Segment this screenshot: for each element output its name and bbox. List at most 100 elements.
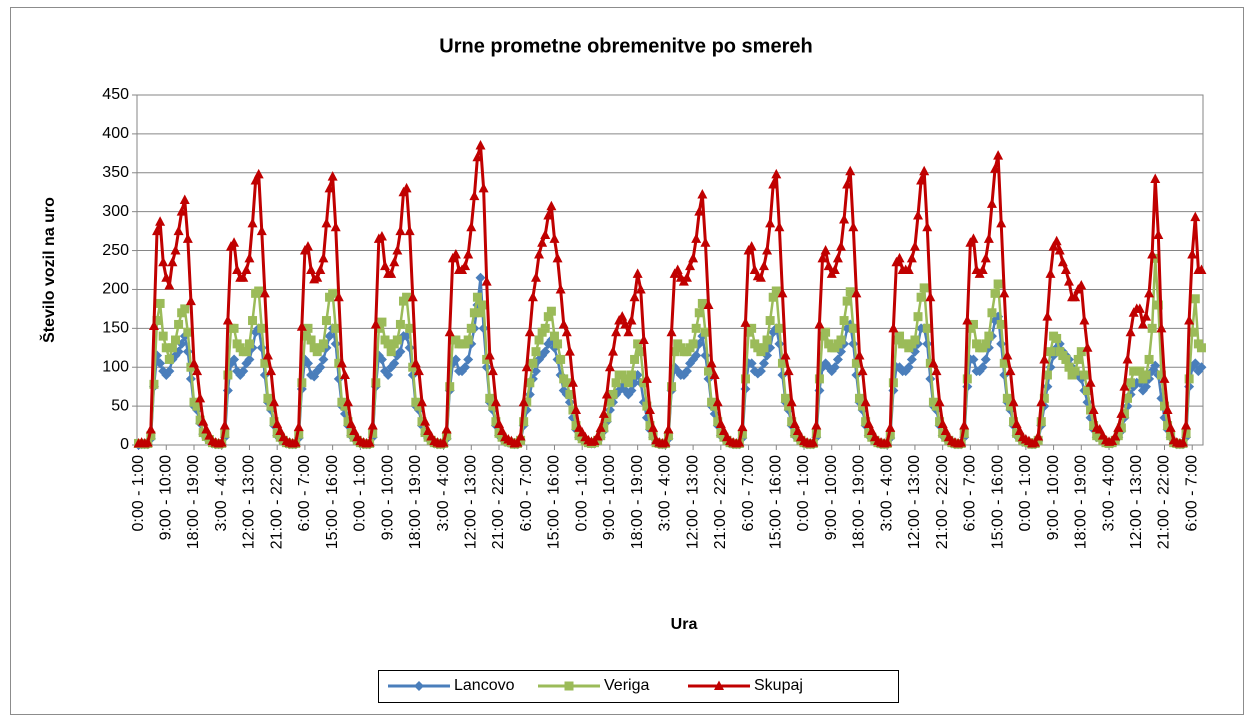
marker xyxy=(290,437,301,447)
marker xyxy=(611,326,622,337)
marker xyxy=(906,354,917,365)
marker xyxy=(740,374,750,384)
marker xyxy=(1156,322,1167,333)
marker xyxy=(848,323,858,333)
marker xyxy=(629,291,640,302)
marker xyxy=(1162,404,1173,414)
marker xyxy=(269,396,280,407)
marker xyxy=(842,178,853,189)
marker xyxy=(293,421,304,432)
marker xyxy=(642,401,652,411)
marker xyxy=(571,404,582,414)
marker xyxy=(715,418,726,428)
marker xyxy=(774,323,784,333)
marker xyxy=(1156,370,1166,380)
marker xyxy=(367,420,378,430)
marker xyxy=(302,241,313,251)
marker xyxy=(371,378,381,388)
marker xyxy=(562,378,572,388)
marker xyxy=(983,233,994,243)
marker xyxy=(700,237,711,247)
marker xyxy=(832,354,843,365)
marker xyxy=(540,346,551,357)
x-tick-label: 12:00 - 13:00 xyxy=(462,455,479,549)
marker xyxy=(195,415,205,425)
marker xyxy=(195,392,206,403)
marker xyxy=(537,237,548,247)
marker xyxy=(296,321,307,331)
marker xyxy=(334,358,344,368)
marker xyxy=(216,437,227,447)
marker xyxy=(164,366,175,377)
marker xyxy=(1063,276,1074,286)
marker xyxy=(916,175,927,185)
marker xyxy=(530,366,541,377)
y-tick-label: 350 xyxy=(102,164,129,181)
marker xyxy=(180,304,190,314)
marker xyxy=(463,354,474,365)
marker xyxy=(712,396,723,407)
x-tick-label: 3:00 - 4:00 xyxy=(1100,455,1117,532)
marker xyxy=(407,291,418,302)
marker xyxy=(1048,241,1059,251)
marker xyxy=(703,299,714,309)
marker xyxy=(306,335,316,345)
x-tick-label: 9:00 - 10:00 xyxy=(379,455,396,541)
marker xyxy=(312,272,323,282)
marker xyxy=(476,308,486,318)
marker xyxy=(632,268,643,278)
legend-label: Lancovo xyxy=(454,677,515,694)
marker xyxy=(152,316,162,326)
marker xyxy=(1089,421,1099,431)
marker xyxy=(485,393,495,403)
marker xyxy=(1153,229,1164,239)
marker xyxy=(534,248,545,259)
marker xyxy=(389,358,400,369)
marker xyxy=(568,405,578,415)
marker xyxy=(303,323,313,333)
x-tick-label: 0:00 - 1:00 xyxy=(130,455,147,532)
marker xyxy=(888,322,899,333)
marker xyxy=(697,298,707,308)
marker xyxy=(1036,396,1047,407)
marker xyxy=(645,421,655,431)
marker xyxy=(604,361,615,372)
y-tick-label: 450 xyxy=(102,86,129,103)
marker xyxy=(1150,173,1161,183)
marker xyxy=(981,339,991,349)
marker xyxy=(688,252,699,263)
marker xyxy=(1064,362,1074,372)
marker xyxy=(968,233,979,243)
marker xyxy=(460,260,471,271)
marker xyxy=(648,422,659,432)
marker xyxy=(333,291,344,302)
marker xyxy=(959,420,970,430)
marker xyxy=(811,420,822,430)
marker xyxy=(1061,354,1071,364)
marker xyxy=(515,430,526,441)
marker xyxy=(469,190,480,201)
marker xyxy=(1184,374,1194,384)
marker xyxy=(263,393,273,403)
marker xyxy=(567,377,578,387)
marker xyxy=(993,279,1003,289)
marker xyxy=(238,366,249,377)
marker xyxy=(241,347,251,357)
marker xyxy=(558,318,569,329)
marker xyxy=(540,229,551,239)
marker xyxy=(346,418,357,428)
marker xyxy=(185,295,196,306)
marker xyxy=(762,335,772,345)
marker xyxy=(392,245,403,255)
marker xyxy=(1079,315,1090,325)
marker xyxy=(1076,280,1087,290)
marker xyxy=(275,425,286,435)
marker xyxy=(472,292,482,302)
marker xyxy=(851,358,861,368)
marker xyxy=(1002,350,1013,360)
marker xyxy=(460,362,471,373)
marker xyxy=(142,437,153,447)
y-tick-label: 250 xyxy=(102,242,129,259)
marker xyxy=(928,357,939,368)
